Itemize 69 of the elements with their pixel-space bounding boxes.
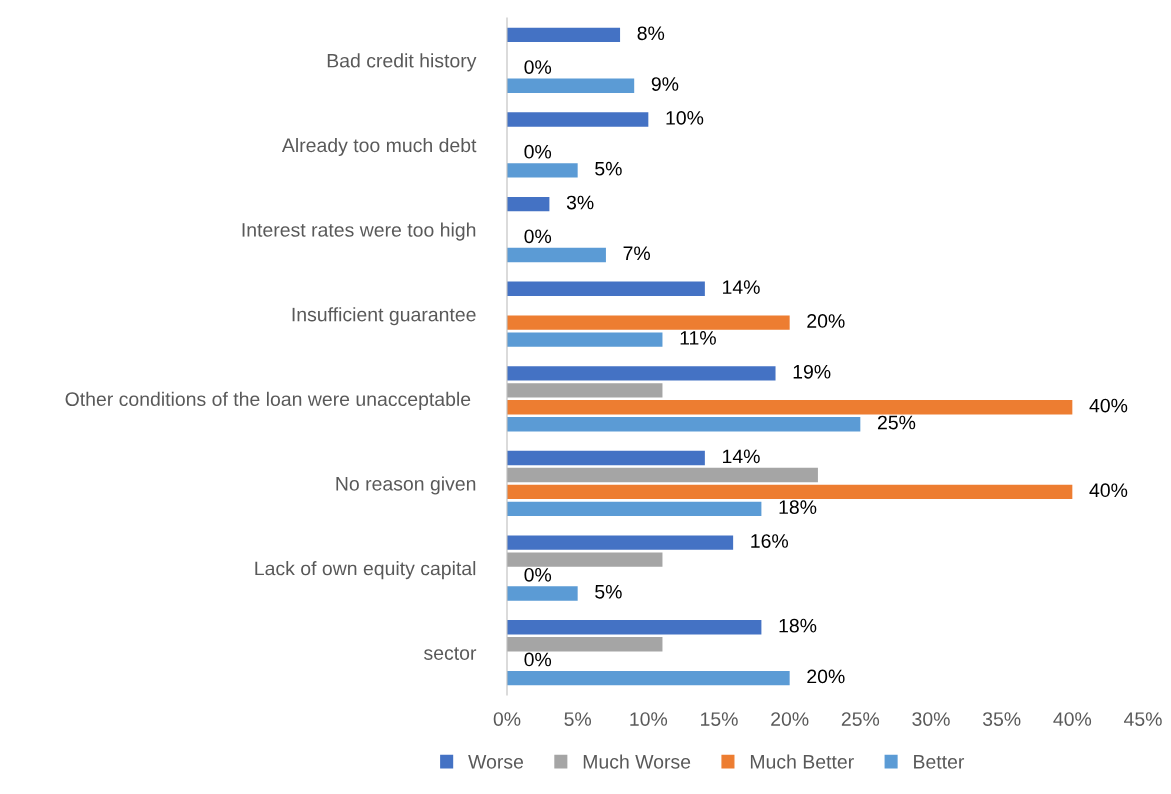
bar (507, 501, 762, 517)
data-label: 0% (524, 60, 552, 74)
legend-label: Much Better (750, 754, 854, 769)
bar (507, 247, 606, 263)
legend-label: Much Worse (583, 754, 691, 769)
bar (507, 670, 790, 686)
data-label: 18% (779, 618, 817, 633)
y-tick-label: Other conditions of the loan were unacceptable (65, 391, 471, 410)
y-tick-label: sector (424, 647, 477, 660)
data-label: 25% (877, 415, 916, 430)
x-tick-label: 30% (912, 712, 950, 726)
x-tick-label: 40% (1053, 712, 1092, 726)
x-tick-label: 20% (771, 712, 809, 726)
y-tick-label: Interest rates were too high (242, 222, 476, 241)
bar (507, 112, 649, 127)
data-label: 0% (524, 144, 552, 159)
data-label: 20% (807, 669, 845, 684)
data-label: 20% (807, 314, 845, 328)
data-label: 14% (723, 280, 760, 294)
data-label: 16% (751, 534, 789, 548)
data-label: 10% (666, 111, 704, 125)
x-tick-label: 15% (701, 712, 738, 726)
data-label: 0% (524, 652, 552, 667)
x-tick-label: 25% (841, 712, 880, 726)
bar (507, 467, 818, 483)
data-label: 0% (524, 229, 552, 244)
x-tick-label: 0% (493, 712, 521, 726)
bar (507, 417, 861, 432)
bar (507, 366, 776, 381)
bar (507, 450, 705, 466)
data-label: 11% (680, 331, 716, 345)
x-tick-label: 5% (564, 712, 592, 726)
bar (507, 281, 705, 296)
bar (507, 78, 635, 93)
data-label: 40% (1089, 398, 1128, 413)
x-tick-label: 35% (982, 712, 1021, 726)
y-tick-label: Bad credit history (327, 53, 477, 72)
data-label: 19% (793, 364, 831, 379)
y-tick-label: Insufficient guarantee (292, 307, 476, 326)
bar (507, 163, 578, 178)
data-label: 9% (651, 77, 679, 91)
data-label: 7% (623, 246, 651, 261)
y-tick-label: Lack of own equity capital (255, 561, 476, 580)
data-label: 5% (595, 584, 622, 599)
bar (507, 196, 550, 212)
data-label: 3% (566, 195, 594, 210)
x-tick-label: 10% (630, 712, 668, 726)
bar (507, 637, 663, 652)
bar (507, 400, 1073, 415)
bar (507, 27, 621, 43)
legend-label: Worse (468, 755, 524, 769)
bar (507, 552, 663, 567)
data-label: 8% (637, 26, 665, 41)
y-tick-label: No reason given (336, 476, 476, 495)
y-tick-label: Already too much debt (281, 137, 477, 157)
bar (507, 332, 663, 347)
bar (507, 484, 1073, 500)
data-label: 5% (595, 161, 622, 176)
bar (507, 383, 663, 398)
data-label: 40% (1089, 483, 1128, 498)
data-label: 18% (779, 500, 817, 515)
bar (507, 620, 762, 635)
data-label: 0% (524, 567, 552, 582)
bar (507, 586, 578, 601)
legend-label: Better (914, 755, 965, 769)
bar (507, 535, 734, 550)
x-tick-label: 45% (1123, 712, 1162, 726)
data-label: 14% (723, 449, 760, 464)
bar (507, 315, 790, 330)
